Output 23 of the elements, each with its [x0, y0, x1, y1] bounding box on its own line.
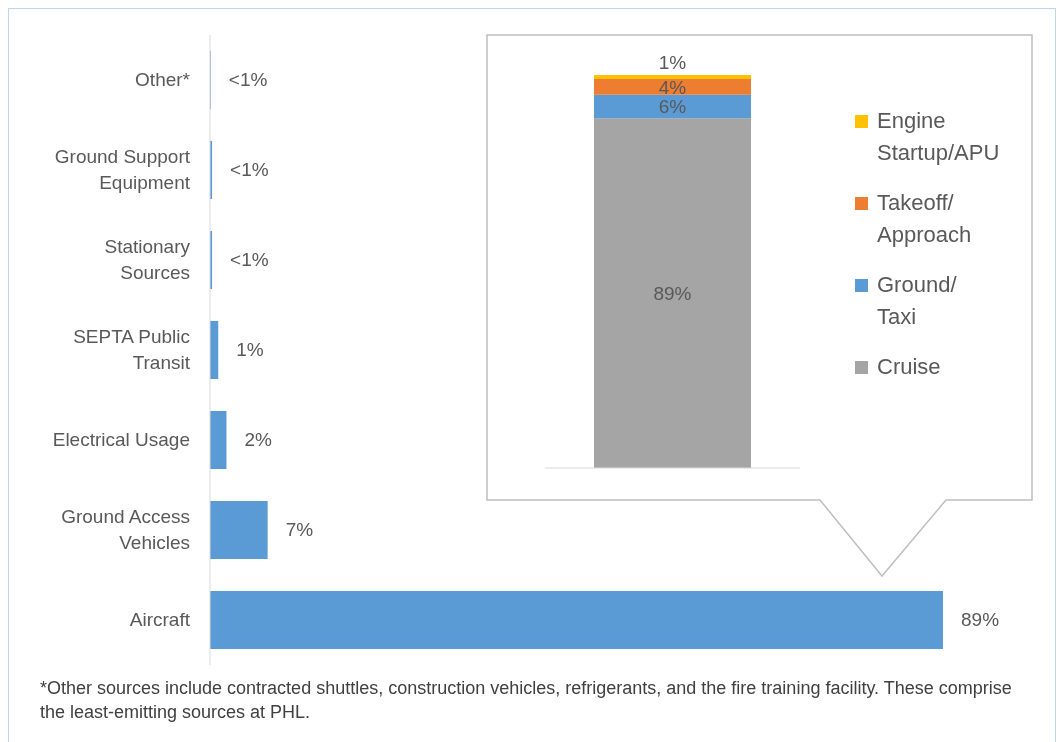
y-tick-label: SEPTA Public Transit: [73, 326, 191, 373]
data-label: 2%: [244, 429, 273, 450]
data-label: <1%: [230, 159, 269, 180]
y-tick-label: Other*: [135, 69, 191, 90]
data-label: 1%: [658, 52, 687, 73]
y-tick-label: Aircraft: [129, 609, 191, 630]
y-tick-label: Ground Support Equipment: [54, 146, 191, 193]
legend-label: Cruise: [877, 353, 941, 381]
data-label: 1%: [236, 339, 264, 360]
y-tick-label: Stationary Sources: [104, 236, 191, 283]
legend-label: Ground/ Taxi: [877, 271, 957, 331]
legend-label: Takeoff/ Approach: [877, 189, 972, 249]
data-label: <1%: [228, 69, 268, 90]
y-tick-label: Ground Access Vehicles: [61, 506, 190, 553]
data-label: <1%: [230, 249, 269, 270]
text: *Other sources include contracted shuttles, construction vehicles, refrigerants, and the fire training facility. These comprise the least-emitting sources at PHL.: [40, 677, 1013, 724]
data-label: 4%: [658, 76, 687, 98]
data-label: 89%: [961, 609, 1000, 630]
data-label: 89%: [653, 283, 692, 305]
y-tick-label: Electrical Usage: [52, 429, 190, 450]
legend-label: Engine Startup/APU: [877, 107, 1000, 167]
data-label: 6%: [658, 96, 687, 118]
data-label: 7%: [285, 519, 314, 540]
